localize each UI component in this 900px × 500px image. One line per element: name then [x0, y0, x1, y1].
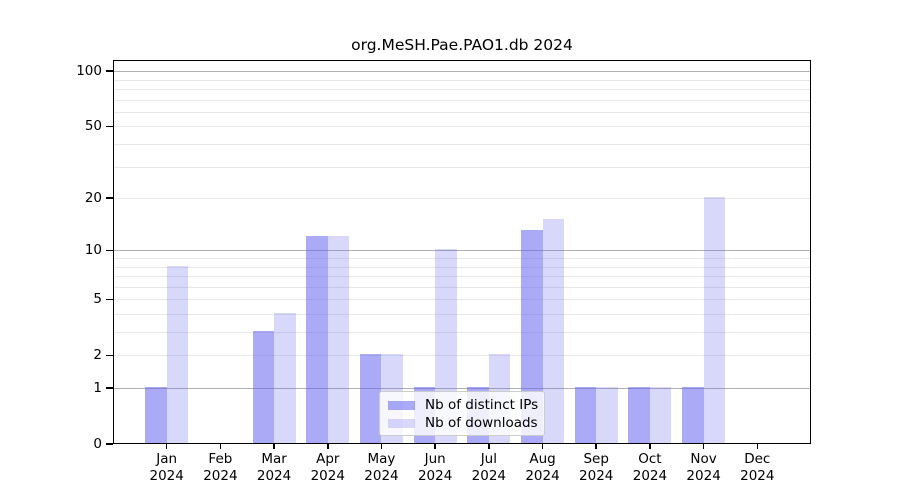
gridline-major: [114, 388, 810, 389]
x-tickmark: [219, 444, 222, 449]
x-tick-label-month: Jan: [156, 451, 178, 467]
gridline-minor: [114, 266, 810, 268]
x-tick-label-year: 2024: [364, 468, 399, 484]
bar-nov-ips: [682, 387, 704, 443]
x-tickmark: [380, 444, 383, 449]
x-tickmark: [595, 444, 597, 449]
gridline-minor: [114, 276, 810, 278]
x-tick-label-year: 2024: [471, 468, 507, 484]
y-tick-label: 1: [93, 380, 102, 396]
y-tick-label: 5: [93, 291, 102, 308]
x-tick-label-month: Feb: [208, 451, 233, 467]
bar-oct-downloads: [649, 387, 672, 443]
x-tick-label-month: Mar: [261, 451, 287, 467]
bar-mar-ips: [252, 331, 275, 443]
legend-entry-downloads: Nb of downloads: [388, 414, 544, 432]
gridline-minor: [114, 313, 810, 315]
legend: Nb of distinct IPs Nb of downloads: [379, 391, 545, 436]
bar-may-ips: [359, 354, 382, 443]
legend-label-distinct-ips: Nb of distinct IPs: [425, 397, 539, 413]
gridline-minor: [114, 332, 810, 333]
x-tick-label-year: 2024: [686, 468, 721, 484]
y-tick-label: 50: [84, 118, 102, 135]
x-tick-label-year: 2024: [632, 468, 668, 484]
y-tick-label: 2: [93, 347, 102, 364]
x-tick-label-month: Aug: [529, 451, 556, 467]
bar-aug-ips: [521, 229, 543, 443]
x-tickmark: [541, 444, 544, 449]
x-tickmark: [756, 444, 759, 449]
gridline-minor: [114, 79, 810, 81]
x-tickmark: [434, 444, 436, 449]
x-tickmark: [649, 444, 651, 449]
bar-jan-ips: [145, 387, 167, 443]
x-tick-label-year: 2024: [740, 468, 775, 484]
x-tick-label-month: Dec: [744, 451, 771, 467]
bar-apr-ips: [306, 235, 328, 443]
y-tickmark: [106, 387, 113, 389]
y-tickmark: [106, 354, 113, 356]
x-tickmark: [488, 444, 490, 449]
y-tick-label: 20: [84, 190, 102, 207]
bar-jan-downloads: [166, 265, 189, 443]
x-tickmark: [327, 444, 329, 449]
bar-aug-downloads: [542, 219, 565, 443]
x-tick-label-year: 2024: [310, 468, 345, 484]
bar-sep-ips: [574, 387, 597, 443]
x-tick-label-month: Apr: [316, 451, 340, 467]
x-tick-label-year: 2024: [525, 468, 560, 484]
y-tickmark: [106, 298, 113, 300]
y-tick-label: 0: [93, 436, 102, 452]
gridline-minor: [114, 198, 810, 200]
bar-apr-downloads: [327, 235, 350, 443]
gridline-minor: [114, 126, 810, 128]
bar-sep-downloads: [596, 387, 618, 443]
x-tick-label-year: 2024: [417, 468, 453, 484]
gridline-minor: [114, 144, 810, 145]
gridline-major: [114, 71, 810, 73]
x-tick-label-month: Jul: [480, 451, 497, 467]
y-tickmark: [106, 70, 113, 72]
y-tickmark: [106, 249, 113, 252]
x-tickmark: [273, 444, 275, 449]
legend-entry-distinct-ips: Nb of distinct IPs: [388, 396, 544, 414]
x-tickmark: [165, 444, 168, 449]
x-tick-label-year: 2024: [256, 468, 292, 484]
x-tick-label-year: 2024: [203, 468, 238, 484]
bar-oct-ips: [628, 387, 650, 443]
chart-title: org.MeSH.Pae.PAO1.db 2024: [351, 36, 573, 54]
x-tick-label-month: Jun: [424, 451, 446, 467]
bar-nov-downloads: [703, 197, 726, 443]
gridline-minor: [114, 299, 810, 301]
y-tick-label: 10: [84, 242, 102, 259]
downloads-swatch-icon: [388, 418, 415, 428]
y-tick-label: 100: [76, 63, 102, 80]
bar-mar-downloads: [274, 313, 296, 443]
gridline-minor: [114, 257, 810, 259]
x-tick-label-month: Nov: [690, 451, 717, 467]
x-tick-label-year: 2024: [579, 468, 614, 484]
legend-label-downloads: Nb of downloads: [425, 415, 538, 431]
gridline-major: [114, 250, 810, 252]
x-tick-label-month: Oct: [638, 451, 662, 467]
y-tickmark: [106, 443, 113, 445]
y-tickmark: [106, 125, 113, 128]
gridline-minor: [114, 355, 810, 357]
gridline-minor: [114, 99, 810, 101]
gridline-minor: [114, 89, 810, 90]
y-tickmark: [106, 197, 113, 199]
gridline-minor: [114, 166, 810, 168]
gridline-minor: [114, 111, 810, 113]
x-tick-label-month: May: [367, 451, 396, 467]
x-tick-label-month: Sep: [583, 451, 609, 467]
x-tickmark: [702, 444, 705, 449]
distinct-ips-swatch-icon: [388, 400, 415, 410]
plot-area: [113, 60, 811, 444]
gridline-minor: [114, 286, 810, 288]
x-tick-label-year: 2024: [149, 468, 184, 484]
